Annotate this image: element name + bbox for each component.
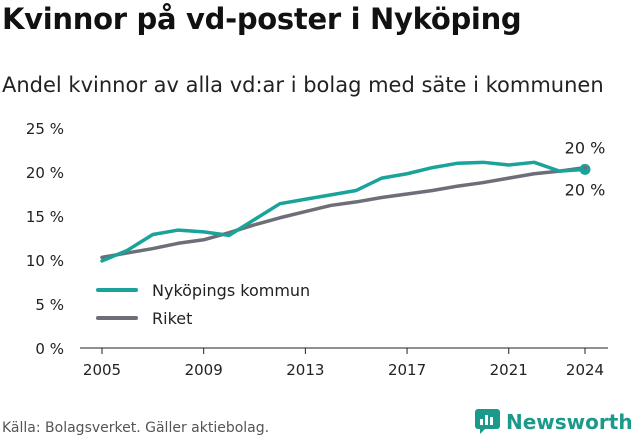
chart-subtitle: Andel kvinnor av alla vd:ar i bolag med …	[2, 73, 604, 97]
x-tick-label: 2009	[185, 361, 223, 379]
y-tick-label: 5 %	[35, 296, 64, 314]
series-line-nykoping	[100, 160, 587, 263]
end-point-riket	[583, 165, 587, 170]
x-tick-label: 2013	[286, 361, 324, 379]
source-note: Källa: Bolagsverket. Gäller aktiebolag.	[2, 420, 270, 436]
x-tick-label: 2021	[490, 361, 528, 379]
chart-title: Kvinnor på vd-poster i Nyköping	[2, 2, 522, 36]
legend-label: Riket	[152, 309, 192, 328]
y-tick-label: 15 %	[26, 208, 64, 226]
x-tick-label: 2005	[83, 361, 121, 379]
line-chart: 0 % 5 % 10 % 15 % 20 % 25 % 2005 2009 2013 2017 20…	[26, 120, 608, 379]
x-tick-label: 2024	[566, 361, 604, 379]
y-tick-label: 10 %	[26, 252, 64, 270]
series-line-riket	[100, 165, 587, 260]
brand-name: Newsworthy	[506, 409, 631, 434]
brand: Newsworthy	[475, 409, 631, 434]
y-tick-label: 20 %	[26, 164, 64, 182]
y-tick-label: 25 %	[26, 120, 64, 138]
y-tick-label: 0 %	[35, 340, 64, 358]
x-tick-label: 2017	[388, 361, 426, 379]
newsworthy-logo-icon	[475, 409, 500, 434]
legend-label: Nyköpings kommun	[152, 281, 310, 300]
end-value-label: 20 %	[565, 138, 606, 157]
end-value-label: 20 %	[565, 181, 606, 200]
